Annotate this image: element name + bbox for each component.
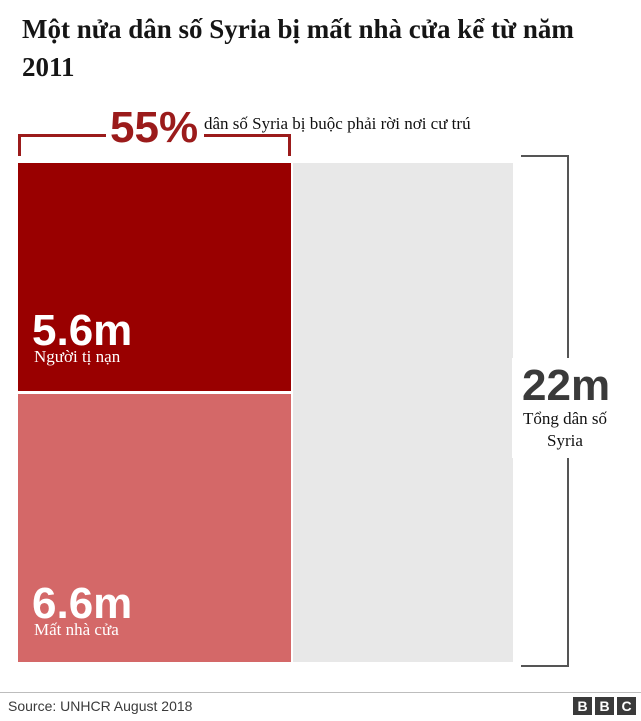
total-label-backdrop: [512, 358, 618, 458]
bracket-top-left: [18, 134, 106, 137]
total-bracket-bottom: [521, 665, 569, 667]
refugees-label: Người tị nạn: [34, 347, 121, 366]
footer-divider: [0, 692, 641, 693]
total-label-line1: Tổng dân số: [522, 409, 608, 428]
total-bracket-top: [521, 155, 569, 157]
bbc-logo-letter: B: [573, 697, 592, 715]
percent-value: 55%: [110, 103, 199, 152]
refugees-block: 5.6m Người tị nạn: [18, 163, 291, 391]
refugees-value: 5.6m: [32, 306, 133, 355]
percent-row: 55% dân số Syria bị buộc phải rời nơi cư…: [0, 104, 641, 156]
total-label-line2: Syria: [547, 431, 583, 450]
remaining-population-block: [293, 163, 513, 662]
percent-caption: dân số Syria bị buộc phải rời nơi cư trú: [204, 114, 471, 133]
chart-title: Một nửa dân số Syria bị mất nhà cửa kể t…: [22, 14, 574, 82]
total-value: 22m: [522, 361, 611, 410]
bracket-right-tick: [288, 134, 291, 156]
bracket-left-tick: [18, 134, 21, 156]
bbc-logo-letter: B: [595, 697, 614, 715]
source-note: Source: UNHCR August 2018: [8, 698, 193, 714]
bbc-logo: B B C: [573, 697, 636, 715]
total-label: Tổng dân số Syria: [512, 408, 618, 452]
bbc-logo-letter: C: [617, 697, 636, 715]
displaced-block: 6.6m Mất nhà cửa: [18, 393, 291, 662]
bracket-top-right: [204, 134, 291, 137]
displaced-label: Mất nhà cửa: [34, 619, 119, 639]
displaced-value: 6.6m: [32, 578, 133, 628]
